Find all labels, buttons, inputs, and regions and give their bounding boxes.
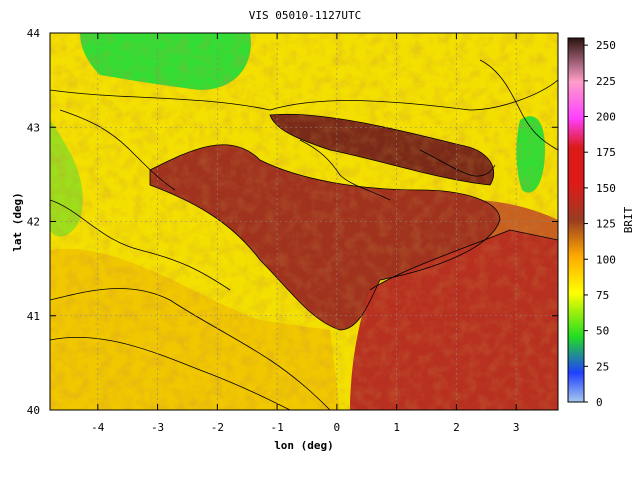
x-tick-label: -2 [211, 421, 224, 434]
x-tick-label: -4 [91, 421, 105, 434]
texture-noise [50, 33, 558, 410]
y-tick-label: 44 [27, 27, 41, 40]
y-axis-ticks: 40 41 42 43 44 [27, 27, 558, 417]
colorbar: 0 25 50 75 100 125 150 175 200 225 250 BRIT [567, 37, 635, 409]
x-tick-label: 0 [334, 421, 341, 434]
colorbar-tick-label: 0 [596, 396, 603, 409]
x-axis-ticks: -4 -3 -2 -1 0 1 2 3 [91, 33, 519, 434]
x-tick-label: -3 [151, 421, 164, 434]
x-tick-label: 2 [453, 421, 460, 434]
colorbar-tick-label: 100 [596, 253, 616, 266]
x-tick-label: 3 [513, 421, 520, 434]
colorbar-label: BRIT [622, 206, 635, 233]
chart-title: VIS 05010-1127UTC [249, 9, 362, 22]
colorbar-tick-label: 75 [596, 289, 609, 302]
x-tick-label: 1 [393, 421, 400, 434]
y-tick-label: 41 [27, 310, 40, 323]
colorbar-tick-label: 200 [596, 111, 616, 124]
y-tick-label: 42 [27, 216, 40, 229]
colorbar-tick-label: 250 [596, 39, 616, 52]
colorbar-tick-label: 25 [596, 360, 609, 373]
colorbar-tick-label: 175 [596, 146, 616, 159]
y-tick-label: 40 [27, 404, 40, 417]
contour-lines [50, 59, 558, 410]
y-axis-label: lat (deg) [11, 192, 24, 252]
colorbar-ticks: 0 25 50 75 100 125 150 175 200 225 250 [584, 39, 616, 409]
colorbar-gradient [567, 37, 585, 403]
x-axis-label: lon (deg) [274, 439, 334, 452]
colorbar-tick-label: 125 [596, 218, 616, 231]
x-tick-label: -1 [270, 421, 283, 434]
colorbar-tick-label: 150 [596, 182, 616, 195]
colorbar-tick-label: 50 [596, 325, 609, 338]
y-tick-label: 43 [27, 121, 40, 134]
plot-area [50, 33, 558, 410]
colorbar-tick-label: 225 [596, 75, 616, 88]
